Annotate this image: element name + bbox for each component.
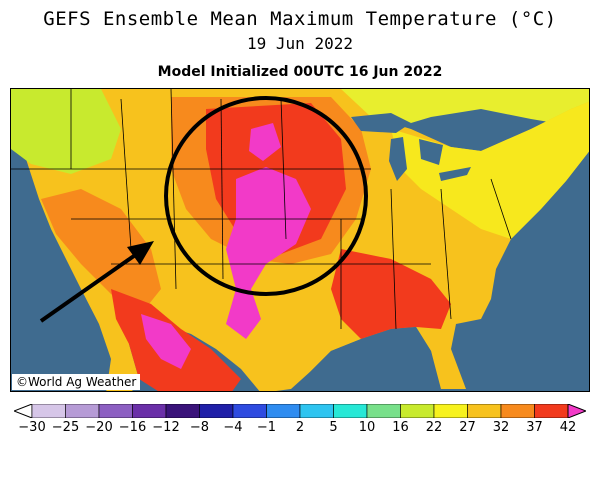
valid-date: 19 Jun 2022	[247, 34, 353, 53]
colorbar	[14, 404, 586, 418]
colorbar-tick-label: −30	[18, 420, 46, 435]
lake-erie	[439, 167, 471, 181]
colorbar-swatch	[98, 404, 133, 418]
colorbar-tick-label: 2	[295, 420, 305, 435]
colorbar-swatch	[199, 404, 234, 418]
colorbar-max-triangle	[567, 404, 586, 418]
colorbar-tick-label: 27	[459, 420, 476, 435]
model-init-label: Model Initialized 00UTC 16 Jun 2022	[157, 64, 443, 80]
colorbar-tick-label: 10	[358, 420, 376, 435]
map-credit: ©World Ag Weather	[12, 374, 141, 390]
colorbar-tick-label: −12	[152, 420, 180, 435]
colorbar-tick-label: −4	[223, 420, 243, 435]
colorbar-swatch	[165, 404, 200, 418]
map-title: GEFS Ensemble Mean Maximum Temperature (…	[43, 8, 557, 30]
colorbar-swatch	[366, 404, 401, 418]
southwest-magenta-region	[141, 314, 191, 369]
temperature-map	[10, 88, 590, 392]
state-boundaries	[11, 89, 512, 330]
southeast-red-region	[331, 249, 451, 339]
colorbar-tick-label: 5	[329, 420, 338, 435]
west-orange-region	[41, 189, 161, 314]
colorbar-tick-label: −25	[51, 420, 80, 435]
highlight-arrow	[39, 241, 154, 323]
colorbar-tick-label: −8	[189, 420, 210, 435]
colorbar-swatch	[266, 404, 301, 418]
colorbar-tick-label: −16	[118, 420, 147, 435]
colorbar-swatch	[467, 404, 502, 418]
pacific-nw-region	[11, 89, 121, 174]
colorbar-swatch	[333, 404, 368, 418]
colorbar-swatch	[232, 404, 267, 418]
colorbar-tick-label: −20	[85, 420, 113, 435]
lake-huron	[419, 139, 443, 165]
colorbar-swatch	[433, 404, 468, 418]
colorbar-tick-label: 16	[392, 420, 409, 435]
colorbar-tick-label: 37	[526, 420, 543, 435]
north-magenta-spot	[249, 123, 281, 161]
colorbar-tick-label: 22	[425, 420, 443, 435]
colorbar-swatch	[534, 404, 569, 418]
colorbar-swatch	[65, 404, 100, 418]
colorbar-tick-label: 42	[559, 420, 577, 435]
colorbar-labels: −30 −25 −20 −16 −12 −8 −4 −1 2 5 10 16 22 27 32 37 42	[0, 420, 600, 438]
highlight-circle	[164, 96, 368, 296]
gulf-of-mexico	[292, 327, 441, 391]
colorbar-tick-label: −1	[256, 420, 277, 435]
colorbar-swatch	[299, 404, 334, 418]
colorbar-swatch	[400, 404, 435, 418]
colorbar-swatch	[31, 404, 66, 418]
colorbar-tick-label: 32	[492, 420, 510, 435]
plains-magenta-core	[226, 167, 311, 339]
lake-michigan	[389, 137, 407, 181]
colorbar-swatch	[132, 404, 167, 418]
colorbar-min-triangle	[14, 404, 33, 418]
colorbar-swatch	[500, 404, 535, 418]
lake-superior	[351, 113, 411, 133]
northeast-yellow-region	[391, 101, 589, 239]
map-canvas	[11, 89, 589, 391]
